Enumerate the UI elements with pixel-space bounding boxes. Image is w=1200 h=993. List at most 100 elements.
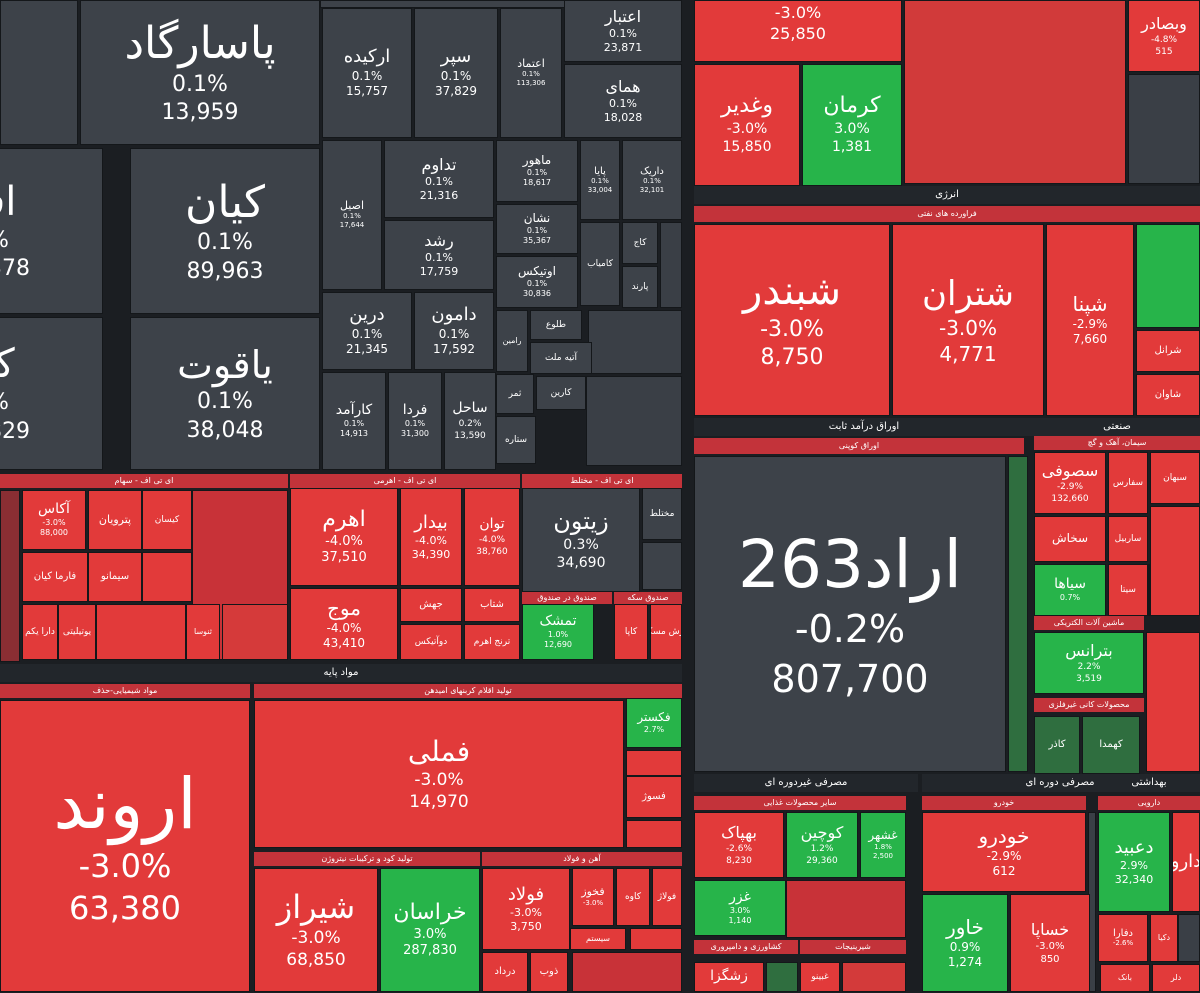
treemap-tile[interactable]: دکیا — [1150, 914, 1178, 962]
treemap-tile[interactable]: زشگزا — [694, 962, 764, 992]
treemap-tile[interactable]: خاور 0.9% 1,274 — [922, 894, 1008, 992]
treemap-tile[interactable]: زیتون 0.3% 34,690 — [522, 488, 640, 592]
treemap-tile[interactable]: سیستم — [570, 928, 626, 950]
treemap-tile[interactable]: توان -4.0% 38,760 — [464, 488, 520, 586]
treemap-tile[interactable]: شیراز -3.0% 68,850 — [254, 868, 378, 992]
treemap-tile[interactable]: کارین — [536, 376, 586, 410]
treemap-tile[interactable]: فردا 0.1% 31,300 — [388, 372, 442, 470]
treemap-tile[interactable]: فخوز -3.0% — [572, 868, 614, 926]
treemap-tile[interactable]: سیاها 0.7% — [1034, 564, 1106, 616]
treemap-tile[interactable]: ارکیده 0.1% 15,757 — [322, 8, 412, 138]
treemap-tile[interactable]: سیمانو — [88, 552, 142, 602]
treemap-tile[interactable]: شبندر -3.0% 8,750 — [694, 224, 890, 416]
treemap-tile[interactable]: موج -4.0% 43,410 — [290, 588, 398, 660]
treemap-tile[interactable]: کیان 0.1% 89,963 — [130, 148, 320, 314]
treemap-tile[interactable]: جهش — [400, 588, 462, 622]
treemap-tile[interactable]: فولاژ — [652, 868, 682, 926]
treemap-tile[interactable]: اوتیکس 0.1% 30,836 — [496, 256, 578, 308]
treemap-tile[interactable]: اروند -3.0% 63,380 — [0, 700, 250, 992]
treemap-tile[interactable]: ذوب — [530, 952, 568, 992]
treemap-tile[interactable]: خودرو -2.9% 612 — [922, 812, 1086, 892]
treemap-tile[interactable]: کرمان 3.0% 1,381 — [802, 64, 902, 186]
treemap-tile[interactable]: فارما کیان — [22, 552, 88, 602]
treemap-tile[interactable]: افرا 0.1% 43,378 — [0, 148, 103, 314]
treemap-tile[interactable]: دفارا -2.6% — [1098, 914, 1148, 962]
treemap-tile[interactable]: دارو — [1172, 812, 1200, 912]
treemap-tile[interactable]: پارند — [622, 266, 658, 308]
treemap-tile[interactable]: تداوم 0.1% 21,316 — [384, 140, 494, 218]
treemap-tile[interactable]: سبهان — [1150, 452, 1200, 504]
treemap-tile[interactable]: دلر — [1152, 964, 1200, 992]
treemap-tile[interactable]: بهپاک -2.6% 8,230 — [694, 812, 784, 878]
treemap-tile[interactable]: بانک — [1100, 964, 1150, 992]
treemap-tile[interactable]: نشان 0.1% 35,367 — [496, 204, 578, 254]
treemap-tile[interactable]: غبینو — [800, 962, 840, 992]
treemap-tile[interactable]: شتران -3.0% 4,771 — [892, 224, 1044, 416]
treemap-tile[interactable]: رامین — [496, 310, 528, 372]
treemap-tile[interactable]: فولاد -3.0% 3,750 — [482, 868, 570, 950]
treemap-tile[interactable]: سفارس — [1108, 452, 1148, 514]
treemap-tile[interactable]: فملی -3.0% 14,970 — [254, 700, 624, 848]
treemap-tile[interactable]: ماهور 0.1% 18,617 — [496, 140, 578, 202]
treemap-tile[interactable]: بترانس 2.2% 3,519 — [1034, 632, 1144, 694]
treemap-tile[interactable]: وبصادر -4.8% 515 — [1128, 0, 1200, 72]
treemap-tile[interactable]: سیتا — [1108, 564, 1148, 616]
treemap-tile[interactable]: همای 0.1% 18,028 — [564, 64, 682, 138]
treemap-tile[interactable]: رشد 0.1% 17,759 — [384, 220, 494, 290]
treemap-tile[interactable]: مختلط — [642, 488, 682, 540]
treemap-tile[interactable]: داریک 0.1% 32,101 — [622, 140, 682, 220]
treemap-tile[interactable]: ستاره — [496, 416, 536, 464]
treemap-tile[interactable]: شتاب — [464, 588, 520, 622]
treemap-tile[interactable]: کامیاب — [580, 222, 620, 306]
treemap-tile[interactable]: ثنوسا — [186, 604, 220, 660]
treemap-tile[interactable]: فکستر 2.7% — [626, 698, 682, 748]
treemap-tile[interactable]: آکاس -3.0% 88,000 — [22, 490, 86, 550]
treemap-tile[interactable]: یاقوت 0.1% 38,048 — [130, 317, 320, 470]
treemap-tile[interactable]: درین 0.1% 21,345 — [322, 292, 412, 370]
treemap-tile[interactable]: کارا 0.1% 29,829 — [0, 317, 103, 470]
treemap-tile[interactable]: کارآمد 0.1% 14,913 — [322, 372, 386, 470]
treemap-tile[interactable]: پترویان — [88, 490, 142, 550]
treemap-tile[interactable]: سپر 0.1% 37,829 — [414, 8, 498, 138]
treemap-tile[interactable]: شاوان — [1136, 374, 1200, 416]
treemap-tile[interactable]: کاج — [622, 222, 658, 264]
treemap-tile[interactable]: وغدیر -3.0% 15,850 — [694, 64, 800, 186]
treemap-tile[interactable]: پاسارگاد 0.1% 13,959 — [80, 0, 320, 145]
treemap-tile[interactable]: فسوژ — [626, 776, 682, 818]
treemap-tile[interactable]: خراسان 3.0% 287,830 — [380, 868, 480, 992]
treemap-tile[interactable]: شرانل — [1136, 330, 1200, 372]
treemap-tile[interactable]: اعتبار 0.1% 23,871 — [564, 0, 682, 62]
treemap-tile[interactable]: بیدار -4.0% 34,390 — [400, 488, 462, 586]
treemap-tile[interactable]: اهرم -4.0% 37,510 — [290, 488, 398, 586]
treemap-tile[interactable]: کیسان — [142, 490, 192, 550]
treemap-tile[interactable]: شپنا -2.9% 7,660 — [1046, 224, 1134, 416]
treemap-tile[interactable]: درداد — [482, 952, 528, 992]
treemap-tile[interactable]: کاپا — [614, 604, 648, 660]
treemap-tile[interactable]: ترنج اهرم — [464, 624, 520, 660]
treemap-tile[interactable]: اراد263 -0.2% 807,700 — [694, 456, 1006, 772]
treemap-tile[interactable]: طلوع — [530, 310, 582, 340]
treemap-tile[interactable]: کهمدا — [1082, 716, 1140, 774]
treemap-tile[interactable]: غشهر 1.8% 2,500 — [860, 812, 906, 878]
treemap-tile[interactable]: ثمر — [496, 374, 534, 414]
treemap-tile[interactable]: آتیه ملت — [530, 342, 592, 374]
treemap-tile[interactable]: یوتیلیتی — [58, 604, 96, 660]
treemap-tile[interactable]: کاذر — [1034, 716, 1080, 774]
treemap-tile[interactable]: اصیل 0.1% 17,644 — [322, 140, 382, 290]
treemap-tile[interactable]: سخاش — [1034, 516, 1106, 562]
treemap-tile[interactable]: خساپا -3.0% 850 — [1010, 894, 1090, 992]
treemap-tile[interactable]: دارا یکم — [22, 604, 58, 660]
treemap-tile[interactable]: کاوه — [616, 868, 650, 926]
treemap-tile[interactable]: ارزش مسکن — [650, 604, 682, 660]
treemap-tile[interactable]: ساربیل — [1108, 516, 1148, 562]
treemap-tile[interactable]: -3.0% 25,850 — [694, 0, 902, 62]
treemap-tile[interactable]: غزر 3.0% 1,140 — [694, 880, 786, 936]
treemap-tile[interactable]: دامون 0.1% 17,592 — [414, 292, 494, 370]
treemap-tile[interactable]: دوآتیکس — [400, 624, 462, 660]
treemap-tile[interactable]: کوچین 1.2% 29,360 — [786, 812, 858, 878]
treemap-tile[interactable]: دعبید 2.9% 32,340 — [1098, 812, 1170, 912]
treemap-tile[interactable]: ساحل 0.2% 13,590 — [444, 372, 496, 470]
treemap-tile[interactable]: پایا 0.1% 33,004 — [580, 140, 620, 220]
treemap-tile[interactable]: اعتماد 0.1% 113,306 — [500, 8, 562, 138]
treemap-tile[interactable]: تمشک 1.0% 12,690 — [522, 604, 594, 660]
